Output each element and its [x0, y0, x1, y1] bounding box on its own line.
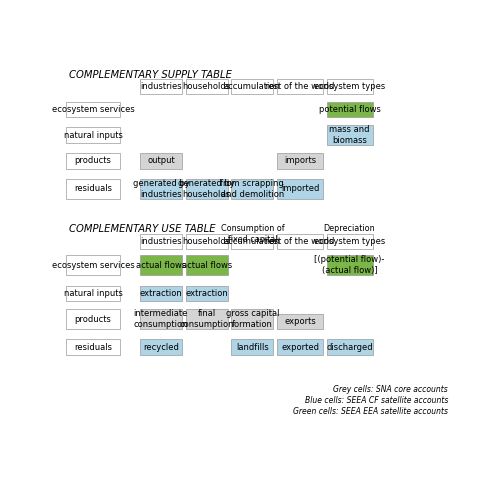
Text: from scrapping
and demolition: from scrapping and demolition: [220, 179, 284, 199]
Text: rest of the world: rest of the world: [266, 237, 334, 246]
FancyBboxPatch shape: [140, 153, 182, 169]
FancyBboxPatch shape: [66, 101, 120, 117]
FancyBboxPatch shape: [186, 285, 228, 301]
FancyBboxPatch shape: [277, 153, 323, 169]
FancyBboxPatch shape: [327, 234, 372, 250]
Text: accumulation: accumulation: [224, 82, 281, 91]
Text: recycled: recycled: [143, 343, 179, 351]
Text: COMPLEMENTARY USE TABLE: COMPLEMENTARY USE TABLE: [70, 224, 216, 234]
Text: landfills: landfills: [236, 343, 269, 351]
Text: accumulation: accumulation: [224, 237, 281, 246]
Text: residuals: residuals: [74, 343, 112, 351]
FancyBboxPatch shape: [66, 309, 120, 329]
FancyBboxPatch shape: [277, 234, 323, 250]
Text: products: products: [74, 315, 112, 324]
Text: Depreciation: Depreciation: [324, 224, 375, 233]
FancyBboxPatch shape: [186, 179, 228, 199]
Text: extraction: extraction: [140, 289, 182, 298]
FancyBboxPatch shape: [232, 179, 274, 199]
FancyBboxPatch shape: [277, 79, 323, 94]
FancyBboxPatch shape: [66, 179, 120, 199]
FancyBboxPatch shape: [186, 255, 228, 275]
FancyBboxPatch shape: [186, 309, 228, 329]
FancyBboxPatch shape: [232, 339, 274, 355]
FancyBboxPatch shape: [327, 339, 372, 355]
Text: residuals: residuals: [74, 184, 112, 193]
FancyBboxPatch shape: [66, 127, 120, 143]
Text: COMPLEMENTARY SUPPLY TABLE: COMPLEMENTARY SUPPLY TABLE: [70, 70, 232, 80]
Text: intermediate
consumption: intermediate consumption: [134, 309, 188, 329]
Text: Green cells: SEEA EEA satellite accounts: Green cells: SEEA EEA satellite accounts: [293, 407, 448, 416]
FancyBboxPatch shape: [186, 79, 228, 94]
Text: Grey cells: SNA core accounts: Grey cells: SNA core accounts: [334, 385, 448, 394]
Text: output: output: [147, 156, 175, 165]
Text: ecosystem services: ecosystem services: [52, 261, 134, 270]
FancyBboxPatch shape: [232, 79, 274, 94]
Text: exported: exported: [281, 343, 319, 351]
Text: potential flows: potential flows: [318, 105, 380, 114]
FancyBboxPatch shape: [140, 339, 182, 355]
FancyBboxPatch shape: [66, 285, 120, 301]
FancyBboxPatch shape: [140, 79, 182, 94]
Text: products: products: [74, 156, 112, 165]
Text: natural inputs: natural inputs: [64, 289, 122, 298]
Text: imported: imported: [281, 184, 319, 193]
FancyBboxPatch shape: [66, 153, 120, 169]
FancyBboxPatch shape: [277, 339, 323, 355]
Text: mass and
biomass: mass and biomass: [330, 125, 370, 145]
Text: extraction: extraction: [186, 289, 228, 298]
Text: exports: exports: [284, 317, 316, 326]
Text: generated by
industries: generated by industries: [132, 179, 190, 199]
Text: Consumption of
fixed capital: Consumption of fixed capital: [220, 224, 284, 244]
FancyBboxPatch shape: [327, 125, 372, 145]
FancyBboxPatch shape: [277, 314, 323, 329]
FancyBboxPatch shape: [66, 339, 120, 355]
Text: Blue cells: SEEA CF satellite accounts: Blue cells: SEEA CF satellite accounts: [304, 396, 448, 405]
FancyBboxPatch shape: [186, 234, 228, 250]
Text: actual flows: actual flows: [182, 261, 232, 270]
FancyBboxPatch shape: [327, 255, 372, 275]
FancyBboxPatch shape: [140, 179, 182, 199]
Text: natural inputs: natural inputs: [64, 130, 122, 140]
FancyBboxPatch shape: [327, 101, 372, 117]
Text: industries: industries: [140, 237, 181, 246]
FancyBboxPatch shape: [140, 309, 182, 329]
Text: households: households: [182, 82, 230, 91]
Text: households: households: [182, 237, 230, 246]
Text: [(potential flow)-
(actual flow)]: [(potential flow)- (actual flow)]: [314, 255, 385, 275]
FancyBboxPatch shape: [140, 285, 182, 301]
Text: generated by
households: generated by households: [178, 179, 235, 199]
Text: final
consumption: final consumption: [180, 309, 234, 329]
Text: ecosystem types: ecosystem types: [314, 82, 386, 91]
Text: actual flows: actual flows: [136, 261, 186, 270]
Text: industries: industries: [140, 82, 181, 91]
FancyBboxPatch shape: [66, 255, 120, 275]
Text: ecosystem types: ecosystem types: [314, 237, 386, 246]
FancyBboxPatch shape: [232, 234, 274, 250]
Text: imports: imports: [284, 156, 316, 165]
Text: rest of the world: rest of the world: [266, 82, 334, 91]
FancyBboxPatch shape: [140, 255, 182, 275]
FancyBboxPatch shape: [277, 179, 323, 199]
FancyBboxPatch shape: [140, 234, 182, 250]
Text: ecosystem services: ecosystem services: [52, 105, 134, 114]
FancyBboxPatch shape: [232, 309, 274, 329]
FancyBboxPatch shape: [327, 79, 372, 94]
Text: discharged: discharged: [326, 343, 373, 351]
Text: gross capital
formation: gross capital formation: [226, 309, 279, 329]
